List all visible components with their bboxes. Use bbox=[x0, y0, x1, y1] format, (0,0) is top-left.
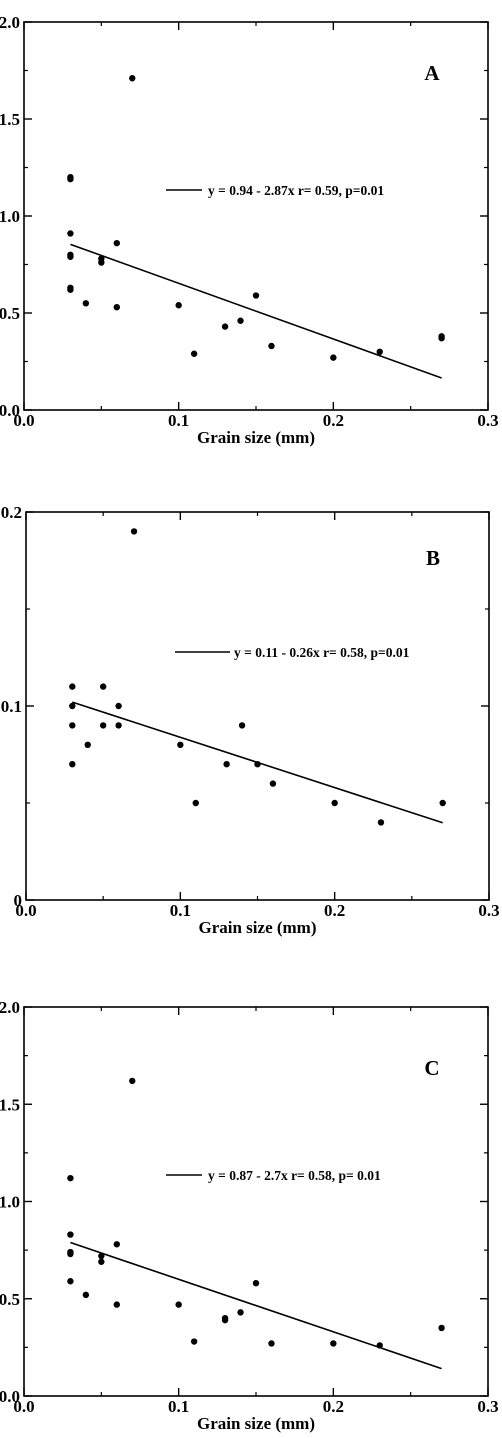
data-point bbox=[439, 799, 446, 807]
data-point bbox=[67, 1278, 74, 1285]
y-tick-label: 2.0 bbox=[0, 998, 20, 1017]
data-point bbox=[67, 175, 74, 183]
panel-letter: C bbox=[424, 1056, 439, 1080]
data-point bbox=[99, 722, 107, 729]
data-point bbox=[129, 75, 136, 82]
y-tick-label: 1.0 bbox=[0, 207, 20, 226]
y-tick-label: 0.5 bbox=[0, 1290, 20, 1309]
data-point bbox=[98, 259, 105, 266]
data-point bbox=[98, 1258, 105, 1265]
plot-frame bbox=[23, 21, 489, 411]
data-point bbox=[175, 302, 182, 309]
y-tick-label: 0 bbox=[14, 891, 23, 910]
data-point bbox=[115, 702, 122, 710]
regression-line bbox=[72, 701, 443, 824]
x-axis-label: Grain size (mm) bbox=[198, 918, 316, 937]
x-tick-label: 0.2 bbox=[323, 1397, 344, 1416]
panel-letter: B bbox=[426, 546, 440, 570]
data-point bbox=[113, 239, 121, 247]
data-point bbox=[221, 1316, 229, 1324]
data-point bbox=[67, 230, 74, 237]
regression-line bbox=[70, 243, 442, 379]
data-point bbox=[237, 1309, 244, 1316]
data-point bbox=[438, 335, 445, 342]
y-tick-label: 1.0 bbox=[0, 1193, 20, 1212]
data-point bbox=[115, 722, 122, 729]
data-point bbox=[223, 761, 230, 768]
x-tick-label: 0.1 bbox=[170, 901, 191, 920]
data-point bbox=[129, 1077, 136, 1085]
data-point bbox=[331, 799, 338, 807]
x-tick-label: 0.0 bbox=[13, 1397, 34, 1416]
x-axis-label: Grain size (mm) bbox=[197, 1414, 315, 1433]
data-point bbox=[221, 323, 229, 330]
data-point bbox=[190, 1338, 198, 1345]
data-point bbox=[252, 1279, 260, 1287]
data-point bbox=[130, 528, 138, 535]
data-point bbox=[67, 1231, 74, 1238]
y-tick-label: 0.5 bbox=[0, 304, 20, 323]
data-point bbox=[376, 348, 383, 355]
x-tick-label: 0.3 bbox=[477, 411, 498, 430]
legend-equation: y = 0.94 - 2.87x r= 0.59, p=0.01 bbox=[208, 183, 384, 198]
x-axis-label: Grain size (mm) bbox=[197, 428, 315, 447]
x-tick-label: 0.2 bbox=[324, 901, 345, 920]
x-tick-label: 0.1 bbox=[168, 411, 189, 430]
data-point bbox=[84, 741, 91, 748]
data-point bbox=[238, 722, 246, 729]
data-point bbox=[377, 819, 385, 826]
data-point bbox=[82, 300, 90, 307]
data-point bbox=[69, 683, 76, 690]
data-point bbox=[268, 342, 275, 350]
y-tick-label: 2.0 bbox=[0, 13, 20, 32]
data-point bbox=[237, 317, 244, 324]
data-point bbox=[113, 1241, 121, 1248]
x-tick-label: 0.0 bbox=[13, 411, 34, 430]
data-point bbox=[67, 1174, 74, 1182]
data-point bbox=[113, 303, 121, 311]
x-tick-label: 0.0 bbox=[15, 901, 36, 920]
chart-panel-a: 0.0 0.1 0.2 0.3 0.0 0.5 1.0 1.5 2.0 Grain size (m… bbox=[0, 13, 499, 447]
y-tick-label: 1.5 bbox=[0, 1095, 20, 1114]
panel-letter: A bbox=[424, 61, 440, 85]
data-point bbox=[113, 1301, 121, 1308]
data-point bbox=[438, 1324, 445, 1332]
data-point bbox=[67, 1250, 74, 1258]
data-point bbox=[67, 253, 74, 260]
plot-frame bbox=[23, 1006, 489, 1397]
y-tick-label: 1.5 bbox=[0, 110, 20, 129]
x-tick-label: 0.3 bbox=[477, 1397, 498, 1416]
data-point bbox=[252, 292, 260, 299]
x-tick-label: 0.1 bbox=[168, 1397, 189, 1416]
data-point bbox=[82, 1291, 90, 1299]
x-tick-label: 0.3 bbox=[478, 901, 499, 920]
data-point bbox=[175, 1301, 182, 1308]
data-point bbox=[69, 702, 76, 710]
data-point bbox=[190, 350, 198, 357]
data-point bbox=[69, 761, 76, 768]
plot-frame bbox=[25, 511, 490, 901]
data-point bbox=[269, 780, 277, 787]
data-point bbox=[330, 354, 337, 361]
y-tick-label: 0.0 bbox=[0, 1387, 20, 1406]
y-tick-label: 0.1 bbox=[1, 697, 22, 716]
y-tick-label: 0.0 bbox=[0, 401, 20, 420]
x-tick-label: 0.2 bbox=[323, 411, 344, 430]
data-point bbox=[268, 1340, 275, 1347]
legend-equation: y = 0.11 - 0.26x r= 0.58, p=0.01 bbox=[234, 645, 410, 660]
data-point bbox=[192, 799, 199, 807]
data-point bbox=[177, 741, 184, 748]
chart-panel-c: 0.0 0.1 0.2 0.3 0.0 0.5 1.0 1.5 2.0 Grain size (m… bbox=[0, 998, 499, 1433]
data-point bbox=[330, 1340, 337, 1347]
y-tick-label: 0.2 bbox=[1, 503, 22, 522]
data-point bbox=[67, 286, 74, 293]
data-point bbox=[99, 683, 107, 690]
data-point bbox=[69, 722, 76, 729]
regression-line bbox=[70, 1241, 442, 1370]
panels-group: 0.0 0.1 0.2 0.3 0.0 0.5 1.0 1.5 2.0 Grain size (m… bbox=[0, 13, 500, 1433]
legend-equation: y = 0.87 - 2.7x r= 0.58, p= 0.01 bbox=[208, 1168, 381, 1183]
